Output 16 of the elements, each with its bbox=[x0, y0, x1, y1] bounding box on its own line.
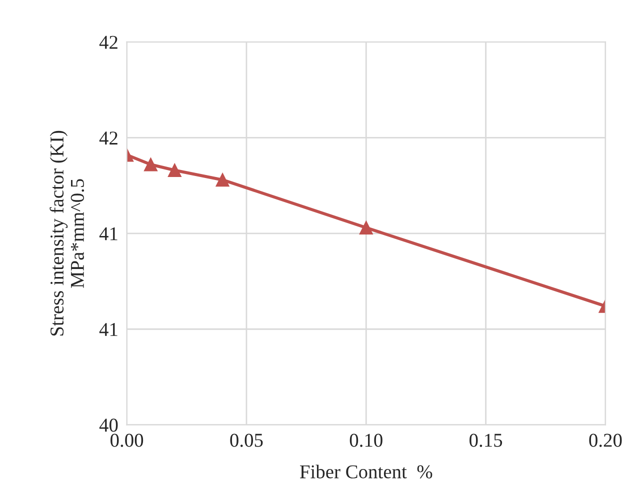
y-tick-label: 42 bbox=[99, 132, 118, 144]
y-tick-label: 41 bbox=[99, 227, 118, 240]
point bbox=[359, 220, 373, 234]
y-axis-title: Stress intensity factor (KI) MPa*mm^0.5 bbox=[50, 130, 84, 336]
point bbox=[168, 163, 182, 178]
point bbox=[216, 173, 230, 187]
y-tick-label: 42 bbox=[99, 36, 118, 49]
y-tick-label: 40 bbox=[99, 418, 118, 432]
x-tick-label: 0.15 bbox=[470, 434, 502, 447]
x-tick-label: 0.00 bbox=[110, 434, 144, 447]
point bbox=[144, 158, 158, 172]
x-tick-label: 0.20 bbox=[589, 434, 622, 447]
x-axis-title: Fiber Content % bbox=[300, 464, 432, 478]
x-tick-label: 0.05 bbox=[230, 434, 263, 447]
x-tick-label: 0.10 bbox=[350, 434, 382, 447]
y-tick-label: 41 bbox=[99, 323, 118, 336]
